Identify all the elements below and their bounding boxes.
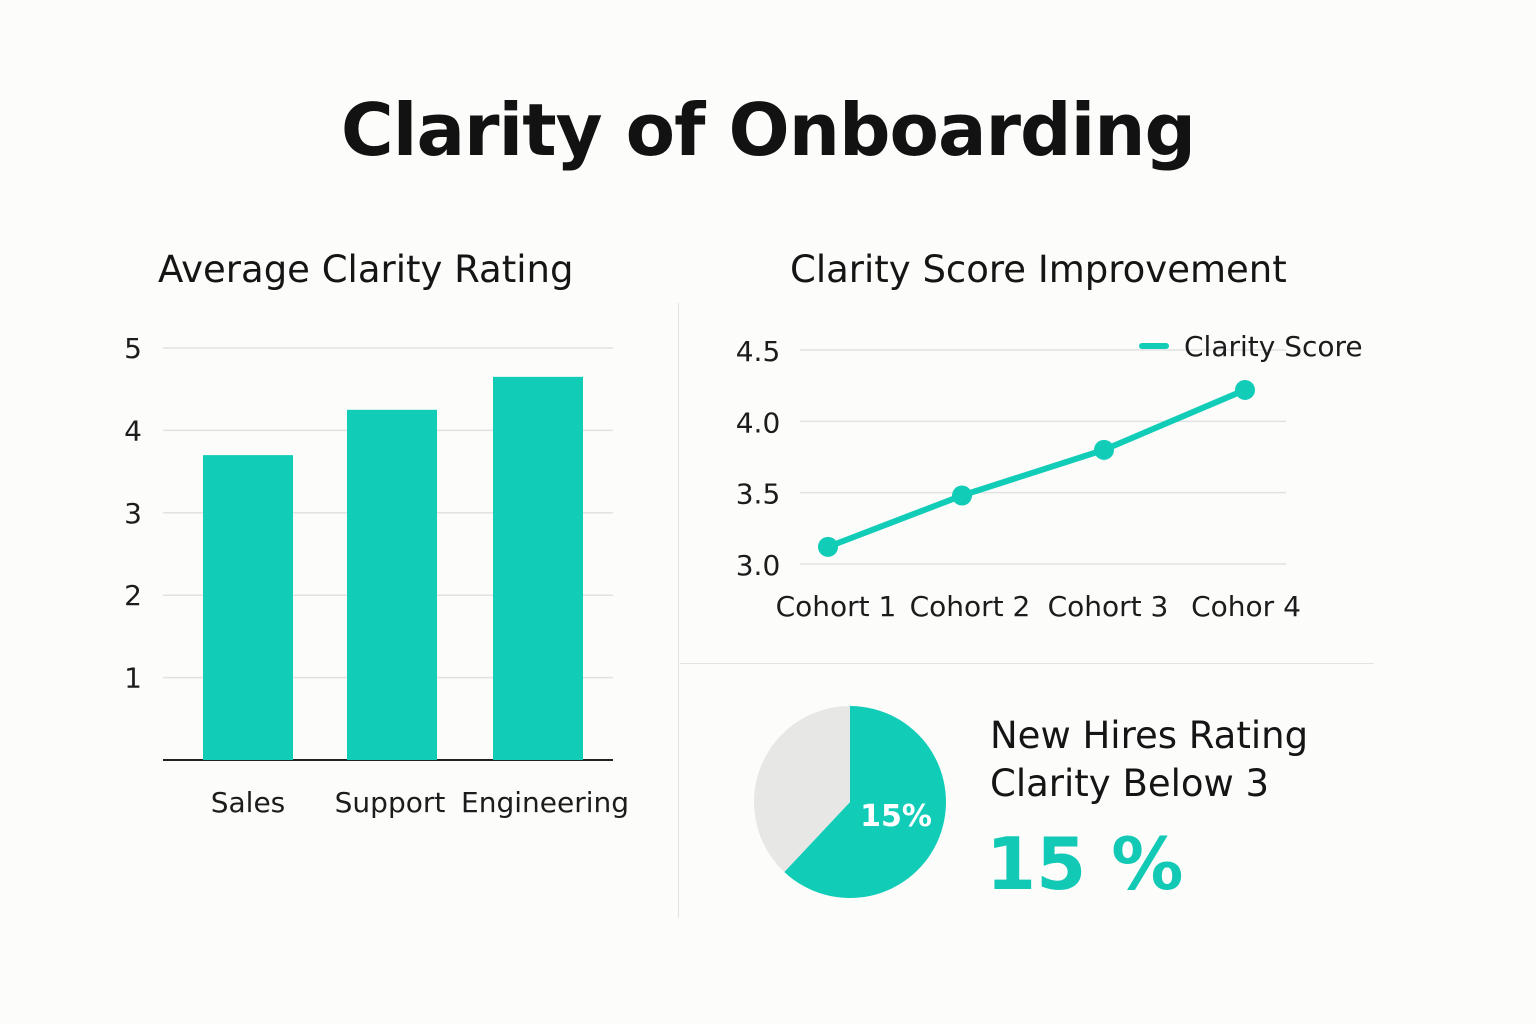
stat-label: New Hires Rating Clarity Below 3 [990, 712, 1308, 808]
stat-value: 15 % [986, 822, 1184, 906]
line-x-tick-label: Cohort 2 [910, 590, 1031, 623]
line-y-tick-label: 3.0 [736, 549, 781, 582]
line-point [818, 536, 838, 557]
page-title: Clarity of Onboarding [340, 88, 1196, 172]
bar-sales [203, 455, 293, 760]
line-y-tick-label: 3.5 [736, 478, 781, 511]
bar-x-tick-label: Support [335, 786, 446, 819]
line-x-tick-label: Cohort 1 [776, 590, 897, 623]
bar-y-tick-label: 2 [124, 579, 142, 612]
legend-label: Clarity Score [1184, 330, 1363, 363]
stat-label-line-2: Clarity Below 3 [990, 762, 1270, 805]
line-series-clarity-score [825, 386, 1248, 550]
pie-slice-label: 15% [860, 799, 932, 834]
vertical-divider [678, 303, 679, 918]
bar-support [347, 409, 437, 760]
line-x-tick-label: Cohort 3 [1048, 590, 1169, 623]
line-chart: 3.0 3.5 4.0 4.5 Cohort 1 Cohort 2 Cohort 3 Coho… [736, 330, 1363, 623]
bar-y-tick-label: 1 [124, 662, 142, 695]
line-chart-title: Clarity Score Improvement [790, 248, 1287, 291]
pie-slice-rest [754, 706, 850, 872]
pie-chart: 15% [754, 706, 946, 898]
bar-y-tick-label: 5 [124, 332, 142, 365]
bar-x-tick-label: Engineering [461, 786, 629, 819]
bar-chart: 1 2 3 4 5 Sales Support Engineering [124, 332, 629, 819]
bar-y-tick-label: 4 [124, 414, 142, 447]
bar-x-tick-label: Sales [211, 786, 286, 819]
line-point [1094, 439, 1114, 460]
bar-engineering [493, 376, 583, 760]
bar-chart-title: Average Clarity Rating [158, 248, 574, 291]
bar-y-tick-label: 3 [124, 497, 142, 530]
line-y-tick-label: 4.5 [736, 335, 781, 368]
pie-slice-main [784, 706, 946, 898]
horizontal-divider [680, 663, 1374, 664]
line-x-tick-label: Cohor 4 [1191, 590, 1301, 623]
line-point [1235, 379, 1255, 400]
line-y-tick-label: 4.0 [736, 406, 781, 439]
stat-label-line-1: New Hires Rating [990, 714, 1309, 757]
line-point [952, 485, 972, 506]
